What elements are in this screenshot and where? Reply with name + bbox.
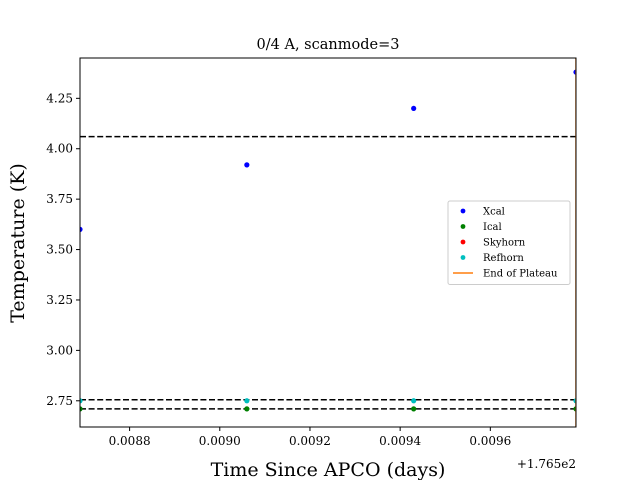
series-ical-point-0 bbox=[80, 406, 83, 412]
x-tick-label-2: 0.0092 bbox=[289, 434, 331, 448]
series-xcal-point-2 bbox=[411, 105, 417, 112]
legend-marker-skyhorn bbox=[460, 239, 466, 245]
legend-marker-ical bbox=[460, 224, 466, 229]
x-tick-label-1: 0.0090 bbox=[199, 434, 241, 448]
y-tick-label-3: 3.50 bbox=[46, 243, 73, 257]
series-xcal-point-0 bbox=[80, 226, 83, 232]
legend-box bbox=[447, 200, 571, 285]
legend: Xcal Ical Skyhorn Refhorn End of Plateau bbox=[447, 200, 571, 285]
chart-title: 0/4 A, scanmode=3 bbox=[257, 37, 400, 53]
plot-area bbox=[79, 57, 577, 428]
x-tick-label-4: 0.0096 bbox=[469, 434, 511, 448]
legend-label-refhorn: Refhorn bbox=[483, 253, 524, 264]
legend-marker-xcal bbox=[460, 208, 466, 214]
y-axis: 2.75 3.00 3.25 3.50 3.75 4.00 4.25 bbox=[46, 91, 80, 408]
x-tick-label-3: 0.0094 bbox=[379, 434, 421, 448]
legend-marker-refhorn bbox=[460, 255, 466, 260]
y-tick-label-0: 2.75 bbox=[46, 394, 73, 408]
y-axis-label: Temperature (K) bbox=[7, 163, 29, 323]
legend-label-ical: Ical bbox=[483, 222, 502, 233]
plot-frame bbox=[79, 57, 577, 428]
y-tick-label-1: 3.00 bbox=[46, 343, 73, 357]
x-offset-text: +1.765e2 bbox=[517, 457, 576, 471]
series-xcal-point-1 bbox=[244, 162, 250, 168]
y-tick-label-2: 3.25 bbox=[46, 293, 73, 307]
x-axis-label: Time Since APCO (days) bbox=[211, 459, 446, 480]
legend-label-skyhorn: Skyhorn bbox=[483, 238, 526, 249]
series-refhorn-point-2 bbox=[411, 398, 417, 404]
series-ical-point-1 bbox=[244, 406, 250, 412]
legend-label-end-of-plateau: End of Plateau bbox=[483, 269, 558, 280]
series-refhorn-point-0 bbox=[80, 398, 83, 404]
legend-label-xcal: Xcal bbox=[483, 207, 505, 218]
series-ical-point-2 bbox=[411, 406, 417, 412]
y-tick-label-6: 4.25 bbox=[46, 91, 73, 105]
x-tick-label-0: 0.0088 bbox=[109, 434, 151, 448]
series-refhorn-point-1 bbox=[244, 398, 250, 404]
x-axis: 0.0088 0.0090 0.0092 0.0094 0.0096 bbox=[109, 427, 511, 448]
plot-content bbox=[80, 58, 576, 427]
y-tick-label-4: 3.75 bbox=[46, 192, 73, 206]
y-tick-label-5: 4.00 bbox=[46, 142, 73, 156]
